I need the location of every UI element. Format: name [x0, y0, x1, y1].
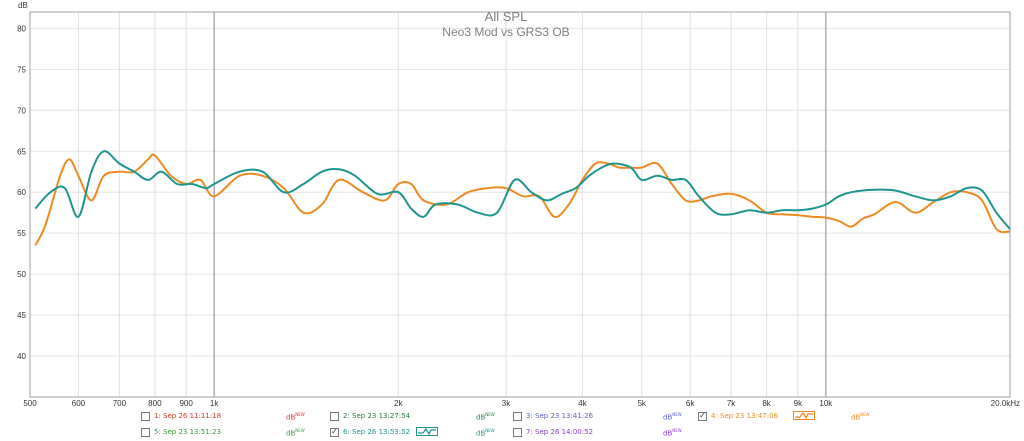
y-tick-label: 50	[17, 270, 26, 279]
y-tick-label: 60	[17, 188, 26, 197]
chart-title: All SPL	[485, 9, 528, 24]
legend-label-4: 4: Sep 23 13:47:06	[711, 412, 779, 420]
x-tick-label: 800	[148, 399, 162, 408]
legend-db-button-6[interactable]: dBNEW	[476, 428, 495, 438]
x-tick-label: 2k	[394, 399, 403, 408]
x-tick-label: 20.0kHz	[991, 399, 1020, 408]
plot-border	[29, 11, 1011, 398]
x-tick-label: 600	[72, 399, 86, 408]
x-tick-label: 4k	[578, 399, 587, 408]
plot-frame	[29, 11, 1011, 398]
x-tick-label: 700	[113, 399, 127, 408]
legend-item-4[interactable]: ✓ 4: Sep 23 13:47:06	[698, 409, 778, 423]
legend-label-6: 6: Sep 26 13:53:52	[343, 428, 411, 436]
x-tick-label: 9k	[794, 399, 803, 408]
y-tick-label: 70	[17, 106, 26, 115]
legend-db-button-5[interactable]: dBNEW	[286, 428, 305, 438]
line-style-icon	[418, 428, 436, 435]
legend-item-2[interactable]: 2: Sep 23 13:27:54	[330, 409, 410, 423]
x-tick-label: 5k	[637, 399, 646, 408]
x-tick-label: 8k	[762, 399, 771, 408]
line-style-icon	[795, 412, 813, 419]
legend-line-style-6[interactable]	[416, 427, 438, 436]
chart-subtitle: Neo3 Mod vs GRS3 OB	[442, 25, 569, 39]
legend-db-button-1[interactable]: dBNEW	[286, 412, 305, 422]
legend-checkbox-6[interactable]: ✓	[330, 427, 339, 437]
x-tick-label: 3k	[502, 399, 511, 408]
legend-checkbox-4[interactable]: ✓	[698, 411, 707, 421]
y-tick-label: 80	[17, 24, 26, 33]
y-tick-label: 45	[17, 311, 26, 320]
legend-db-button-7[interactable]: dBNEW	[663, 428, 682, 438]
legend-item-1[interactable]: 1: Sep 26 11:11:18	[141, 409, 221, 423]
y-axis-label: dB	[18, 1, 28, 10]
legend-label-2: 2: Sep 23 13:27:54	[343, 412, 411, 420]
series-lines	[34, 150, 1011, 246]
legend-item-6[interactable]: ✓ 6: Sep 26 13:53:52	[330, 425, 410, 439]
y-tick-label: 65	[17, 147, 26, 156]
x-tick-label: 500	[23, 399, 37, 408]
x-tick-label: 6k	[686, 399, 695, 408]
x-tick-label: 7k	[727, 399, 736, 408]
legend-checkbox-3[interactable]	[513, 411, 522, 421]
legend-item-5[interactable]: 5: Sep 23 13:51:23	[141, 425, 221, 439]
legend-label-5: 5: Sep 23 13:51:23	[154, 428, 222, 436]
legend: 1: Sep 26 11:11:18 dBNEW 2: Sep 23 13:27:5…	[133, 408, 893, 440]
legend-checkbox-1[interactable]	[141, 411, 150, 421]
legend-line-style-4[interactable]	[793, 411, 815, 420]
legend-label-7: 7: Sep 26 14:00:52	[526, 428, 594, 436]
x-axis-ticks: 500 600 700 800 900 1k 2k 3k 4k 5k 6k 7k 8k 9k 10k 20.0…	[23, 399, 1020, 408]
y-tick-label: 55	[17, 229, 26, 238]
y-axis-ticks: 40 45 50 55 60 65 70 75 80	[17, 24, 26, 361]
legend-db-button-4[interactable]: dBNEW	[851, 412, 870, 422]
legend-label-3: 3: Sep 23 13:41:26	[526, 412, 594, 420]
x-tick-label: 900	[179, 399, 193, 408]
y-tick-label: 75	[17, 65, 26, 74]
legend-checkbox-7[interactable]	[513, 427, 522, 437]
y-tick-label: 40	[17, 352, 26, 361]
legend-item-3[interactable]: 3: Sep 23 13:41:26	[513, 409, 593, 423]
legend-checkbox-5[interactable]	[141, 427, 150, 437]
chart-grid	[29, 12, 1011, 397]
series-line-2	[34, 150, 1011, 230]
legend-db-button-3[interactable]: dBNEW	[663, 412, 682, 422]
x-tick-label: 1k	[210, 399, 219, 408]
x-tick-label: 10k	[819, 399, 833, 408]
legend-label-1: 1: Sep 26 11:11:18	[154, 412, 222, 420]
series-line-1	[34, 153, 1011, 246]
legend-item-7[interactable]: 7: Sep 26 14:00:52	[513, 425, 593, 439]
legend-db-button-2[interactable]: dBNEW	[476, 412, 495, 422]
legend-checkbox-2[interactable]	[330, 411, 339, 421]
